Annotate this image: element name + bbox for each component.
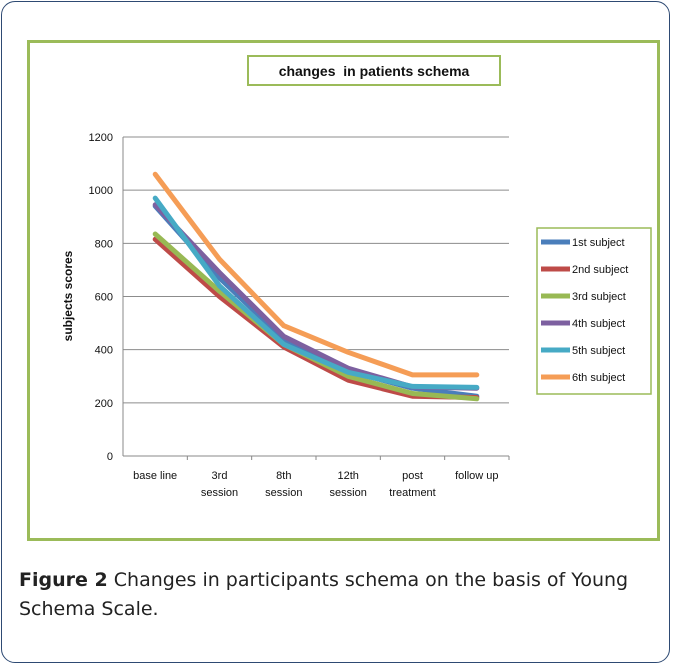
x-tick-label: follow up xyxy=(455,470,498,482)
legend-label: 3rd subject xyxy=(572,291,626,303)
y-tick-label: 1000 xyxy=(89,185,113,197)
x-tick-label: 8th session xyxy=(265,470,302,499)
chart-title-box xyxy=(247,55,501,86)
caption-text: Changes in participants schema on the ba… xyxy=(19,569,629,620)
legend-label: 4th subject xyxy=(572,318,625,330)
y-tick-label: 0 xyxy=(107,451,113,463)
legend-label: 5th subject xyxy=(572,345,625,357)
y-tick-label: 200 xyxy=(95,398,113,410)
x-tick-label: 3rd session xyxy=(201,470,238,499)
legend-label: 1st subject xyxy=(572,237,625,249)
series-line-5th-subject xyxy=(152,195,480,390)
legend-box xyxy=(536,227,652,395)
x-tick-label: base line xyxy=(133,470,177,482)
series-line-6th-subject xyxy=(152,171,480,378)
y-tick-label: 600 xyxy=(95,292,113,304)
y-tick-label: 800 xyxy=(95,238,113,250)
legend-label: 6th subject xyxy=(572,372,625,384)
x-tick-label: 12th session xyxy=(330,470,367,499)
legend-label: 2nd subject xyxy=(572,264,628,276)
x-tick-label: post treatment xyxy=(389,470,435,499)
chart-title: changes in patients schema xyxy=(279,63,470,79)
y-axis-label: subjects scores xyxy=(61,250,75,341)
figure-label: Figure 2 xyxy=(19,569,108,591)
figure-caption: Figure 2 Changes in participants schema … xyxy=(19,566,659,624)
y-tick-label: 400 xyxy=(95,345,113,357)
y-tick-label: 1200 xyxy=(89,132,113,144)
